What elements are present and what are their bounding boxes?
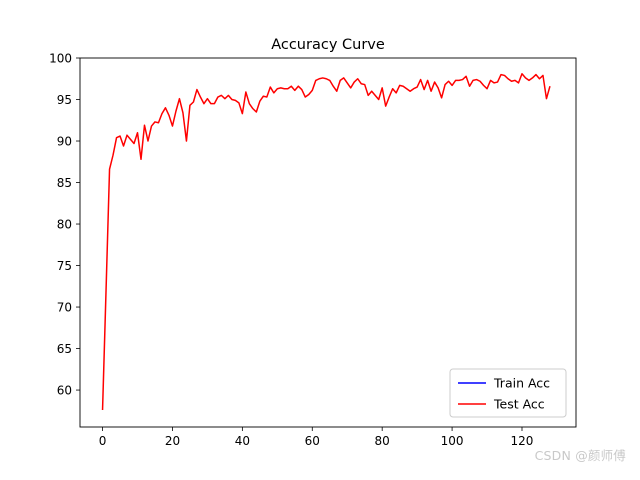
y-tick-label: 75 bbox=[57, 259, 72, 273]
x-tick-label: 0 bbox=[99, 434, 107, 448]
y-tick-label: 95 bbox=[57, 93, 72, 107]
watermark: CSDN @颜师傅 bbox=[534, 448, 626, 463]
y-tick-label: 85 bbox=[57, 176, 72, 190]
legend-box bbox=[449, 368, 567, 418]
x-tick-label: 100 bbox=[441, 434, 464, 448]
y-tick-label: 70 bbox=[57, 301, 72, 315]
series-line-test-acc bbox=[101, 73, 551, 411]
x-tick-label: 40 bbox=[235, 434, 250, 448]
axes-frame bbox=[79, 57, 577, 428]
x-tick-label: 80 bbox=[375, 434, 390, 448]
legend: Train Acc Test Acc bbox=[449, 368, 567, 418]
x-axis: 0 20 40 60 80 100 120 bbox=[99, 427, 534, 448]
y-tick-label: 60 bbox=[57, 384, 72, 398]
x-tick-label: 120 bbox=[511, 434, 534, 448]
plot-area bbox=[101, 73, 551, 411]
y-tick-label: 65 bbox=[57, 342, 72, 356]
legend-label: Test Acc bbox=[493, 397, 545, 412]
chart-title: Accuracy Curve bbox=[271, 37, 385, 53]
y-tick-label: 90 bbox=[57, 135, 72, 149]
y-axis: 60 65 70 75 80 85 90 95 100 bbox=[49, 52, 80, 398]
legend-label: Train Acc bbox=[493, 376, 550, 391]
y-tick-label: 80 bbox=[57, 218, 72, 232]
x-tick-label: 60 bbox=[305, 434, 320, 448]
y-tick-label: 100 bbox=[49, 52, 72, 66]
x-tick-label: 20 bbox=[165, 434, 180, 448]
